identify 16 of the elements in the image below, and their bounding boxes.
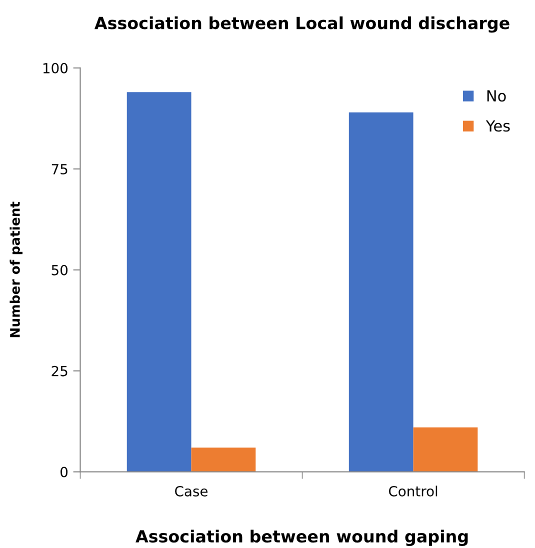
y-tick-label: 0 <box>60 466 68 478</box>
bar <box>126 92 192 472</box>
x-axis-title: Association between wound gaping <box>136 530 468 546</box>
y-axis-title: Number of patient <box>10 202 22 338</box>
legend-label: No <box>487 90 506 102</box>
x-tick-label: Control <box>388 486 438 496</box>
y-tick-label: 50 <box>52 264 68 276</box>
legend-label: Yes <box>486 120 510 132</box>
bar <box>413 427 478 472</box>
y-tick-label: 25 <box>52 366 68 376</box>
bar <box>191 448 256 472</box>
y-tick-label: 75 <box>52 164 68 174</box>
chart-title: Association between Local wound discharge <box>94 16 510 33</box>
bar <box>348 112 414 472</box>
y-tick-label: 100 <box>43 62 68 74</box>
x-tick-label: Case <box>175 486 208 496</box>
